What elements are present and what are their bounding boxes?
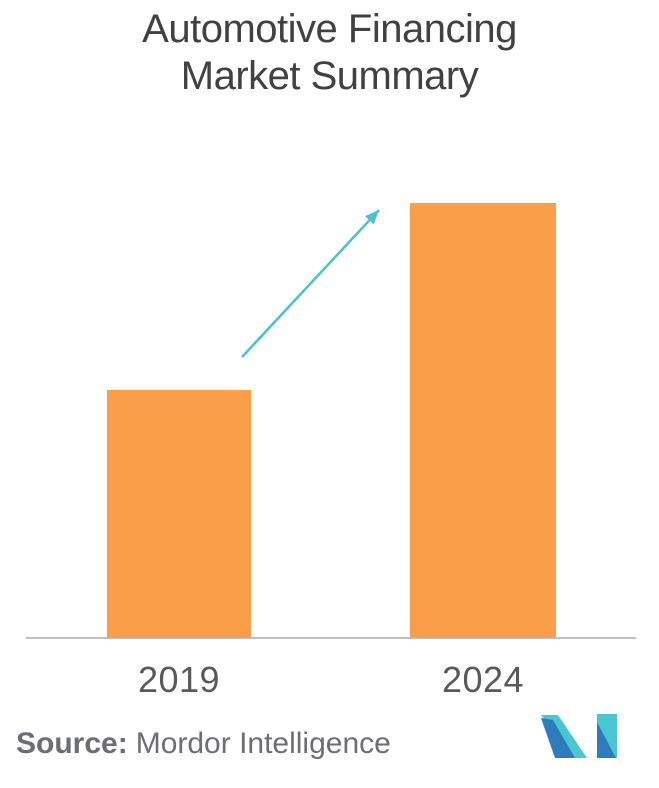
chart-title: Automotive Financing Market Summary (0, 6, 659, 100)
chart-title-line2: Market Summary (180, 54, 479, 98)
mordor-intelligence-logo (541, 714, 617, 758)
bar-2024 (410, 203, 556, 638)
source-value: Mordor Intelligence (135, 727, 391, 760)
source-label: Source: (16, 727, 128, 760)
bar-2019 (107, 390, 251, 638)
arrow-line (241, 209, 380, 358)
chart-title-line1: Automotive Financing (142, 7, 517, 51)
growth-arrow-icon (241, 209, 380, 358)
logo-blue-right-shape (597, 722, 616, 758)
source-attribution: Source: Mordor Intelligence (16, 727, 391, 761)
category-label-2024: 2024 (441, 659, 525, 700)
logo-blue-left-shape (541, 718, 575, 758)
x-axis-line (26, 637, 636, 639)
category-label-2019: 2019 (137, 659, 221, 700)
